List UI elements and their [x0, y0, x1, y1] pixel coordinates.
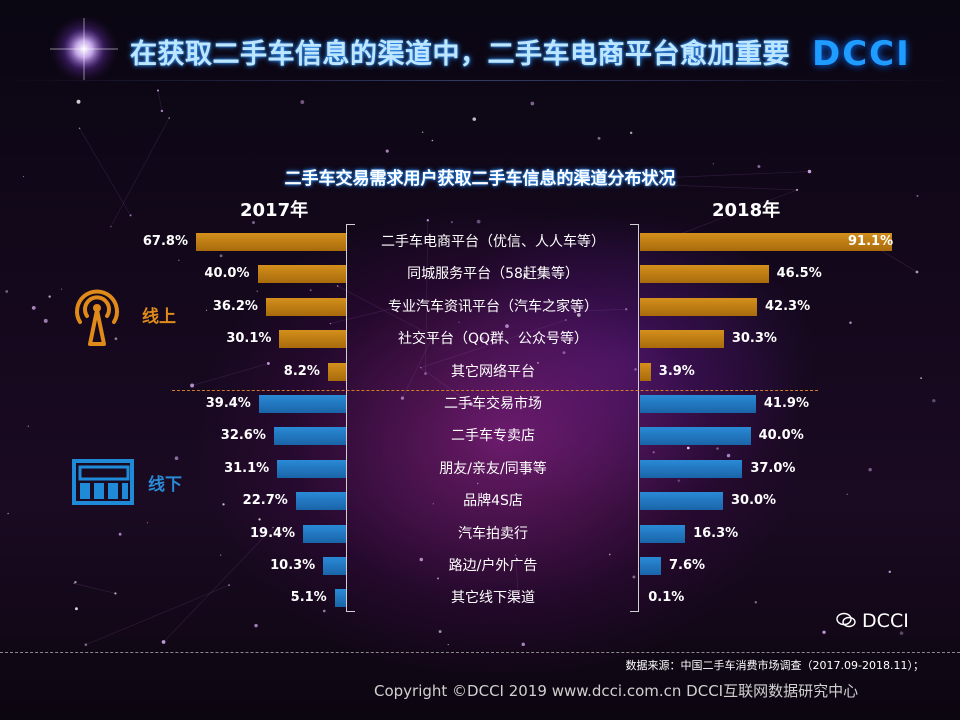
- data-source: 数据来源：中国二手车消费市场调查（2017.09-2018.11）；: [625, 659, 924, 672]
- bar-2017: [327, 362, 346, 381]
- bar-2017: [257, 265, 346, 284]
- bar-2018: [640, 459, 743, 478]
- bar-2018: [640, 395, 756, 413]
- value-label-2017: 32.6%: [220, 428, 266, 444]
- bar-2018: [640, 362, 651, 381]
- wechat-label: DCCI: [862, 610, 909, 632]
- category-label: 社交平台（QQ群、公众号等）: [397, 331, 589, 348]
- value-label-2018: 37.0%: [750, 460, 796, 476]
- value-label-2017: 40.0%: [204, 266, 250, 282]
- value-label-2017: 5.1%: [290, 590, 327, 606]
- bar-2017: [303, 524, 346, 543]
- bar-2017: [334, 589, 346, 608]
- broadcast-tower-icon: [75, 289, 119, 346]
- category-label: 二手车交易市场: [444, 396, 542, 412]
- value-label-2018: 0.1%: [648, 590, 685, 606]
- bar-2018: [640, 557, 662, 575]
- bar-2018: [640, 330, 724, 349]
- offline-label: 线下: [148, 475, 182, 495]
- bar-2017: [273, 427, 346, 446]
- category-label: 其它线下渠道: [451, 590, 535, 607]
- category-label: 二手车电商平台（优信、人人车等）: [381, 234, 605, 250]
- value-label-2017: 8.2%: [283, 363, 320, 379]
- value-label-2018: 3.9%: [658, 363, 695, 379]
- category-label: 二手车专卖店: [451, 428, 535, 445]
- value-label-2018: 42.3%: [765, 298, 811, 314]
- value-label-2018: 40.0%: [758, 428, 804, 444]
- bar-2018: [640, 297, 757, 316]
- category-label: 路边/户外广告: [448, 558, 538, 574]
- online-label: 线上: [142, 307, 176, 327]
- value-label-2017: 22.7%: [242, 493, 288, 509]
- bar-2017: [279, 330, 346, 349]
- bar-2017: [265, 297, 346, 316]
- bar-2018: [640, 524, 686, 543]
- header-divider: [0, 80, 960, 81]
- storefront-icon: [72, 459, 134, 505]
- wechat-icon: [836, 612, 856, 628]
- value-label-2018: 30.3%: [731, 331, 777, 347]
- online-offline-divider: [172, 390, 818, 391]
- left-bracket: [346, 224, 355, 612]
- category-label: 专业汽车资讯平台（汽车之家等）: [388, 298, 598, 315]
- bar-2017: [196, 233, 346, 251]
- bar-2017: [295, 492, 346, 511]
- chart-title: 二手车交易需求用户获取二手车信息的渠道分布状况: [284, 169, 676, 189]
- value-label-2018: 41.9%: [763, 396, 809, 411]
- bar-2018: [640, 265, 769, 284]
- bar-2017: [258, 395, 346, 413]
- bar-2018: [640, 492, 723, 511]
- footer-divider: [0, 652, 960, 653]
- lens-flare-icon: [50, 15, 118, 83]
- value-label-2017: 36.2%: [212, 298, 258, 314]
- value-label-2017: 39.4%: [205, 396, 251, 411]
- right-bracket: [630, 224, 639, 612]
- bar-2017: [277, 459, 346, 478]
- category-label: 品牌4S店: [463, 493, 523, 510]
- wechat-watermark: DCCI: [836, 610, 909, 632]
- series-label-2018: 2018年: [712, 200, 781, 221]
- value-label-2018: 46.5%: [776, 266, 822, 282]
- value-label-2018: 91.1%: [848, 234, 894, 249]
- series-label-2017: 2017年: [240, 200, 309, 221]
- page-title: 在获取二手车信息的渠道中，二手车电商平台愈加重要: [130, 39, 790, 70]
- value-label-2017: 67.8%: [142, 234, 188, 249]
- value-label-2018: 7.6%: [669, 558, 706, 573]
- copyright: Copyright ©DCCI 2019 www.dcci.com.cn DCC…: [374, 682, 859, 700]
- category-label: 朋友/亲友/同事等: [439, 460, 547, 477]
- value-label-2017: 31.1%: [224, 460, 270, 476]
- bar-2018: [640, 233, 892, 251]
- bar-2018: [640, 427, 751, 446]
- value-label-2018: 16.3%: [693, 525, 739, 541]
- dcci-logo: DCCI: [812, 34, 911, 74]
- category-label: 其它网络平台: [451, 363, 535, 380]
- value-label-2017: 19.4%: [249, 525, 296, 541]
- category-label: 同城服务平台（58赶集等）: [407, 266, 579, 283]
- bar-2017: [323, 557, 346, 575]
- value-label-2017: 10.3%: [270, 558, 316, 573]
- category-label: 汽车拍卖行: [458, 525, 528, 542]
- value-label-2017: 30.1%: [226, 331, 272, 347]
- value-label-2018: 30.0%: [730, 493, 777, 509]
